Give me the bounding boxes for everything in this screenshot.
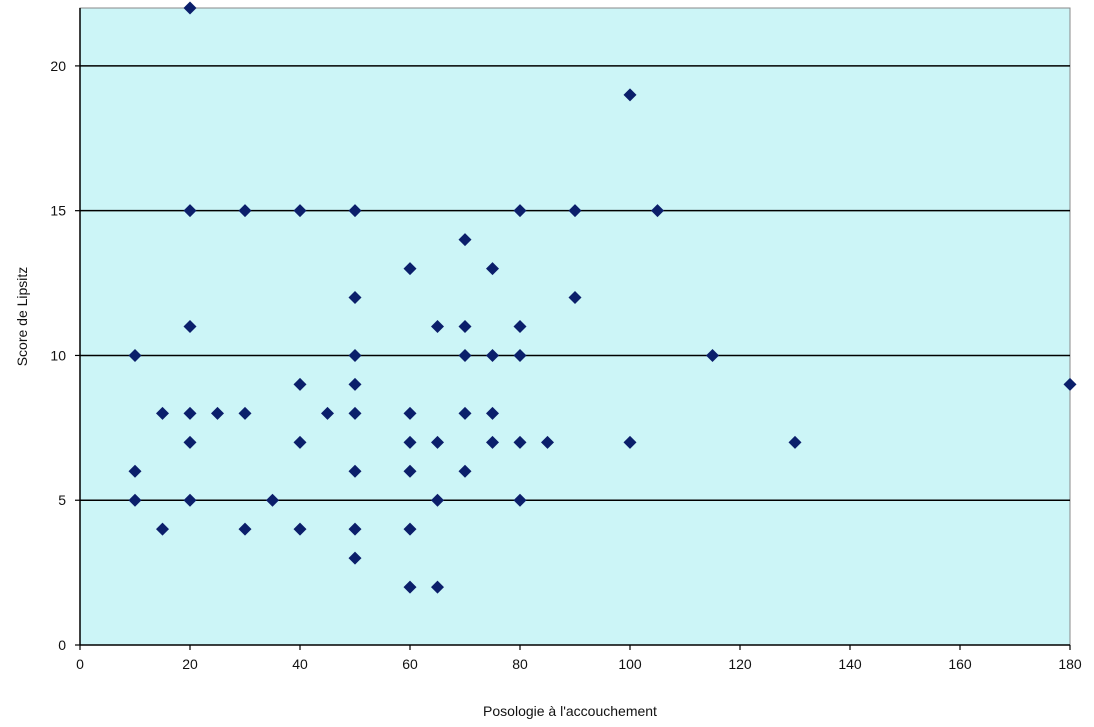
data-point xyxy=(348,551,362,565)
data-point xyxy=(568,291,582,305)
x-tick-label-60: 60 xyxy=(402,656,418,672)
data-point xyxy=(541,435,554,449)
data-point xyxy=(486,262,499,276)
data-point xyxy=(156,406,169,420)
data-point xyxy=(513,204,527,218)
y-tick-label-5: 5 xyxy=(58,492,66,508)
data-point xyxy=(513,435,527,449)
data-point xyxy=(431,320,444,333)
x-tick-label-180: 180 xyxy=(1058,656,1082,672)
tick-labels: 0 5 10 15 20 0 20 40 60 80 100 120 140 160 180 xyxy=(50,58,1081,672)
data-point xyxy=(486,406,499,420)
y-axis-title: Score de Lipsitz xyxy=(14,267,30,367)
data-point xyxy=(458,464,472,478)
data-point xyxy=(183,493,197,507)
data-point xyxy=(238,522,252,536)
data-point xyxy=(1063,377,1077,391)
y-tick-label-10: 10 xyxy=(50,347,66,363)
data-point xyxy=(321,406,334,420)
data-point xyxy=(211,406,224,420)
data-point xyxy=(403,580,417,594)
data-point xyxy=(348,464,362,478)
data-point xyxy=(293,522,307,536)
data-point xyxy=(183,320,197,333)
data-point xyxy=(513,493,527,507)
data-point xyxy=(266,493,279,507)
data-point xyxy=(238,204,252,218)
x-tick-label-20: 20 xyxy=(182,656,198,672)
data-point xyxy=(348,291,362,305)
data-point xyxy=(293,435,307,449)
data-point xyxy=(513,348,527,362)
data-point xyxy=(458,348,472,362)
data-points xyxy=(128,1,1077,594)
x-tick-label-140: 140 xyxy=(838,656,862,672)
data-point xyxy=(293,377,307,391)
x-axis-title: Posologie à l'accouchement xyxy=(483,703,657,719)
x-tick-label-0: 0 xyxy=(76,656,84,672)
axes xyxy=(75,8,1071,650)
data-point xyxy=(458,320,472,333)
y-tick-label-0: 0 xyxy=(58,637,66,653)
data-point xyxy=(183,204,197,218)
data-point xyxy=(486,435,499,449)
data-point xyxy=(403,435,417,449)
data-point xyxy=(183,435,197,449)
data-point xyxy=(788,435,802,449)
x-tick-label-80: 80 xyxy=(512,656,528,672)
data-point xyxy=(128,348,142,362)
x-tick-label-100: 100 xyxy=(618,656,642,672)
plot-area xyxy=(79,7,1071,646)
x-tick-label-120: 120 xyxy=(728,656,752,672)
data-point xyxy=(651,204,664,218)
data-point xyxy=(183,406,197,420)
data-point xyxy=(431,435,444,449)
data-point xyxy=(403,464,417,478)
data-point xyxy=(293,204,307,218)
data-point xyxy=(403,406,417,420)
data-point xyxy=(431,580,444,594)
data-point xyxy=(128,464,142,478)
data-point xyxy=(238,406,252,420)
data-point xyxy=(458,406,472,420)
data-point xyxy=(458,233,472,247)
data-point xyxy=(348,348,362,362)
data-point xyxy=(128,493,142,507)
y-tick-label-20: 20 xyxy=(50,58,66,74)
data-point xyxy=(348,204,362,218)
data-point xyxy=(513,320,527,333)
data-point xyxy=(486,348,499,362)
data-point xyxy=(403,262,417,276)
data-point xyxy=(403,522,417,536)
data-point xyxy=(623,88,637,102)
y-tick-label-15: 15 xyxy=(50,203,66,219)
data-point xyxy=(623,435,637,449)
data-point xyxy=(706,348,719,362)
data-point xyxy=(156,522,169,536)
data-point xyxy=(348,377,362,391)
data-point xyxy=(348,406,362,420)
data-point xyxy=(348,522,362,536)
data-point xyxy=(183,1,197,15)
data-point xyxy=(568,204,582,218)
x-tick-label-160: 160 xyxy=(948,656,972,672)
x-tick-label-40: 40 xyxy=(292,656,308,672)
data-point xyxy=(431,493,444,507)
